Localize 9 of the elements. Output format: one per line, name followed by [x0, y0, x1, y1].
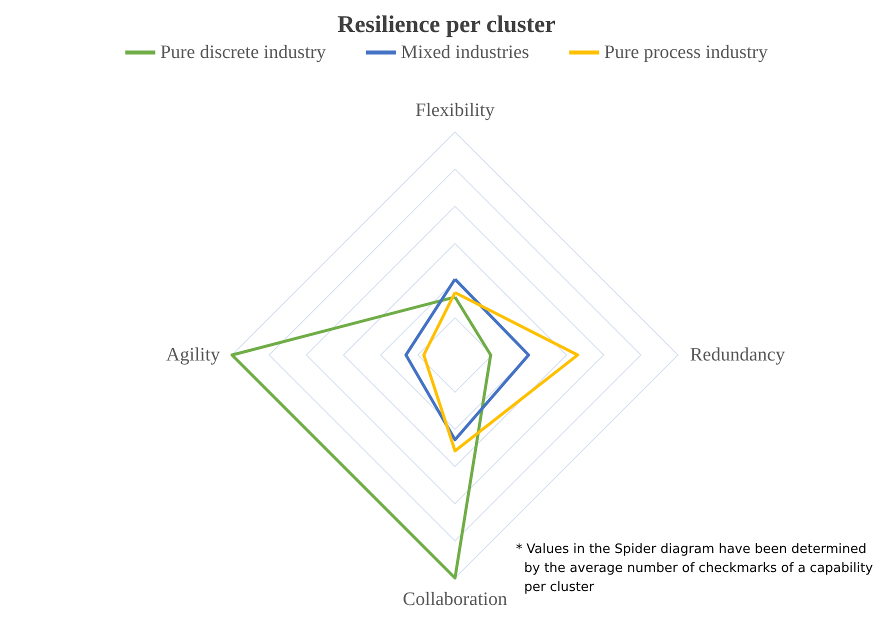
- legend-label: Pure discrete industry: [160, 42, 326, 63]
- chart-title: Resilience per cluster: [337, 12, 556, 38]
- legend-label: Mixed industries: [400, 42, 530, 63]
- legend-label: Pure process industry: [604, 42, 768, 63]
- spoke-label: Collaboration: [402, 589, 508, 610]
- spoke-label: Agility: [166, 344, 220, 366]
- spoke-label: Flexibility: [415, 100, 496, 121]
- text: * Values in the Spider diagram have been determined by the average number of checkmarks of a capability per cluster: [516, 542, 874, 595]
- spoke-label: Redundancy: [690, 344, 786, 366]
